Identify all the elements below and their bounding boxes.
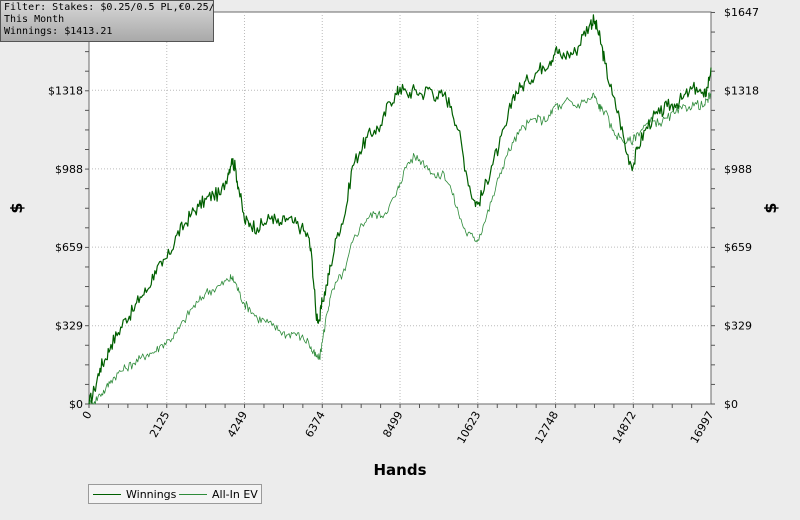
x-tick-label: 0 xyxy=(80,409,95,422)
filter-line-stakes: Filter: Stakes: $0.25/0.5 PL,€0.25/0.5 P… xyxy=(4,2,214,13)
y-tick-label-left: $1318 xyxy=(48,84,83,97)
y-tick-label-left: $0 xyxy=(69,398,83,411)
x-tick-label: 8499 xyxy=(380,409,405,440)
y-tick-label-right: $988 xyxy=(724,163,752,176)
x-tick-label: 6374 xyxy=(303,409,328,440)
filter-box: Filter: Stakes: $0.25/0.5 PL,€0.25/0.5 P… xyxy=(0,0,214,42)
y-tick-label-right: $659 xyxy=(724,241,752,254)
x-axis-label: Hands xyxy=(373,461,426,479)
legend-label-allin-ev: All-In EV xyxy=(212,488,258,501)
legend-label-winnings: Winnings xyxy=(126,488,177,501)
legend-swatch-winnings xyxy=(93,494,121,495)
filter-line-period: This Month xyxy=(4,14,65,25)
x-tick-label: 10623 xyxy=(455,409,484,446)
x-tick-label: 16997 xyxy=(688,409,717,446)
y-tick-label-right: $1318 xyxy=(724,84,759,97)
y-tick-label-left: $988 xyxy=(55,163,83,176)
y-tick-label-right: $0 xyxy=(724,398,738,411)
series-line-allin-ev xyxy=(89,92,712,405)
series-line-winnings xyxy=(88,14,712,405)
x-tick-label: 12748 xyxy=(532,409,561,446)
y-axis-label-left: $ xyxy=(7,202,26,213)
y-tick-label-left: $659 xyxy=(55,241,83,254)
x-tick-label: 2125 xyxy=(147,409,172,440)
legend: Winnings All-In EV xyxy=(88,484,262,504)
y-tick-label-right: $329 xyxy=(724,320,752,333)
filter-line-winnings: Winnings: $1413.21 xyxy=(4,26,113,37)
x-tick-label: 14872 xyxy=(610,409,639,446)
legend-item-allin-ev: All-In EV xyxy=(179,488,258,501)
legend-item-winnings: Winnings xyxy=(93,488,176,501)
y-axis-label-right: $ xyxy=(761,202,780,213)
x-tick-label: 4249 xyxy=(225,409,250,440)
legend-swatch-allin-ev xyxy=(179,494,207,495)
y-tick-label-right: $1647 xyxy=(724,6,759,19)
y-tick-label-left: $329 xyxy=(55,320,83,333)
